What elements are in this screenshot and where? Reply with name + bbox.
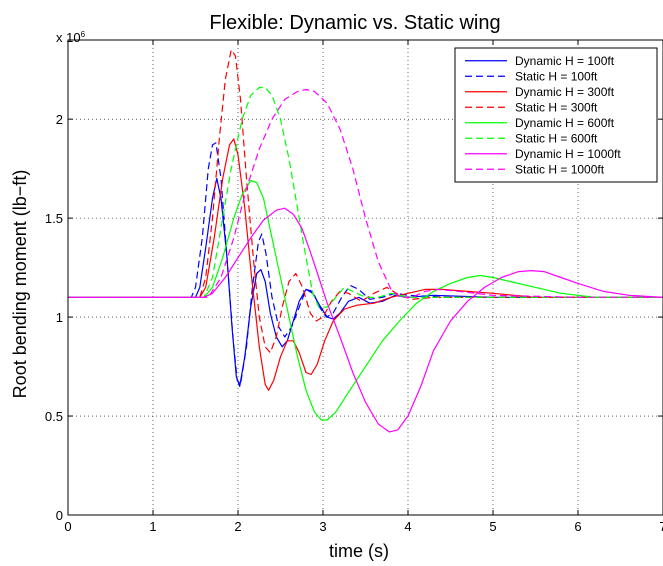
- series-line: [68, 88, 663, 298]
- legend-label: Dynamic H = 300ft: [515, 85, 615, 99]
- x-tick-label: 0: [64, 519, 71, 534]
- series-line: [68, 86, 663, 308]
- x-tick-label: 4: [404, 519, 411, 534]
- legend-label: Dynamic H = 600ft: [515, 116, 615, 130]
- legend-label: Dynamic H = 100ft: [515, 54, 615, 68]
- plot-frame: [67, 39, 663, 516]
- legend-label: Static H = 100ft: [515, 69, 598, 83]
- y-tick-label: 1: [56, 310, 63, 325]
- y-tick-label: 2: [56, 112, 63, 127]
- x-tick-label: 1: [149, 519, 156, 534]
- y-exponent-base: x 10: [56, 30, 81, 45]
- x-tick-label: 2: [234, 519, 241, 534]
- y-exponent-power: 6: [81, 30, 86, 39]
- legend-label: Static H = 1000ft: [515, 162, 605, 176]
- y-tick-label: 1.5: [45, 211, 63, 226]
- series-line: [68, 179, 663, 421]
- legend-label: Dynamic H = 1000ft: [515, 147, 621, 161]
- legend-label: Static H = 300ft: [515, 100, 598, 114]
- y-tick-label: 0: [56, 508, 63, 523]
- x-tick-label: 5: [489, 519, 496, 534]
- x-axis-label: time (s): [329, 541, 389, 561]
- y-tick-label: 0.5: [45, 409, 63, 424]
- x-tick-label: 3: [319, 519, 326, 534]
- series-line: [68, 207, 663, 433]
- x-tick-label: 7: [659, 519, 663, 534]
- x-tick-label: 6: [574, 519, 581, 534]
- series-line: [68, 49, 663, 354]
- axis-ticks: 0 1 2 3 4 5 6 7 0 0.5 1 1.5 2: [45, 40, 663, 534]
- legend-box: [454, 47, 658, 183]
- series-line: [68, 138, 663, 391]
- series-line: [68, 142, 663, 385]
- legend-label: Static H = 600ft: [515, 131, 598, 145]
- series-lines: [68, 49, 663, 433]
- y-axis-label: Root bending moment (lb−ft): [10, 170, 30, 399]
- chart-title: Flexible: Dynamic vs. Static wing: [209, 12, 500, 34]
- y-exponent-label: x 106: [56, 30, 86, 45]
